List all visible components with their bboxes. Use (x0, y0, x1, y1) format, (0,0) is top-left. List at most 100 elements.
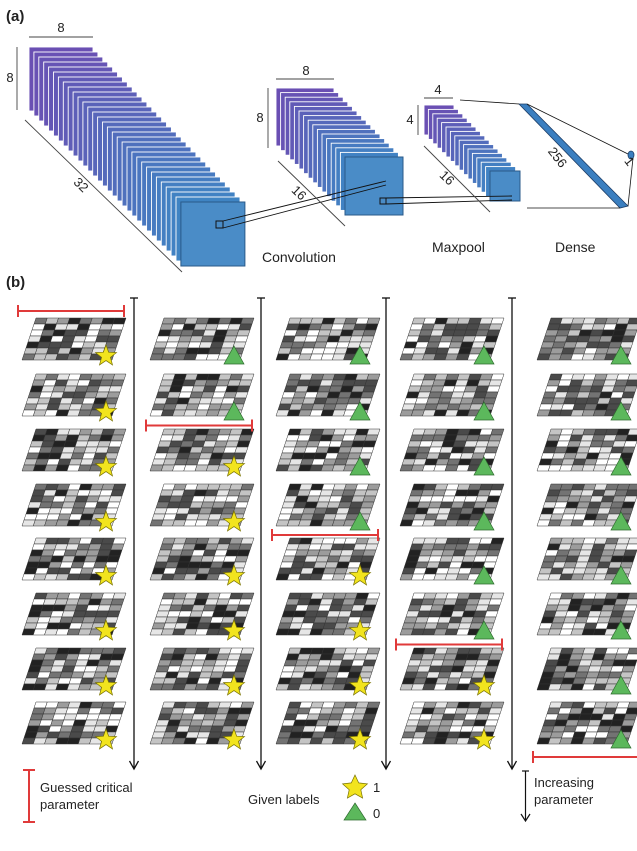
spin-cell (315, 719, 330, 727)
spin-cell (223, 665, 238, 673)
spin-cell (170, 543, 185, 551)
spin-cell (320, 353, 335, 361)
spin-cell (477, 653, 492, 661)
spin-cell (172, 628, 187, 636)
spin-cell (456, 428, 471, 436)
spin-cell (578, 329, 593, 337)
spin-cell (604, 592, 619, 600)
spin-cell (410, 573, 425, 581)
spin-cell (600, 604, 615, 612)
spin-cell (159, 434, 174, 442)
spin-cell (205, 683, 220, 691)
spin-cell (287, 317, 302, 325)
spin-cell (565, 446, 580, 454)
spin-cell (288, 622, 303, 630)
spin-cell (623, 604, 637, 612)
spin-cell (563, 725, 578, 733)
spin-cell (108, 659, 123, 667)
spin-cell (424, 403, 439, 411)
spin-cell (174, 567, 189, 575)
spin-cell (424, 622, 439, 630)
spin-configuration (21, 317, 127, 361)
spin-cell (549, 622, 564, 630)
spin-cell (540, 671, 555, 679)
spin-cell (70, 561, 85, 569)
spin-cell (420, 653, 435, 661)
network-architecture: 8 8 32 8 8 16 4 4 16 256 1 Convolution M… (6, 20, 637, 273)
spin-cell (587, 501, 602, 509)
spin-cell (306, 659, 321, 667)
spin-cell (446, 567, 461, 575)
spin-cell (548, 701, 563, 709)
spin-cell (205, 353, 220, 361)
spin-cell (362, 495, 377, 503)
spin-cell (65, 379, 80, 387)
spin-cell (475, 495, 490, 503)
spin-cell (149, 464, 164, 472)
spin-cell (234, 555, 249, 563)
spin-cell (593, 483, 608, 491)
spin-cell (467, 373, 482, 381)
spin-cell (570, 573, 585, 581)
spin-cell (553, 335, 568, 343)
spin-cell (159, 707, 174, 715)
label-triangle-icon (473, 401, 495, 421)
spin-cell (213, 549, 228, 557)
spin-cell (548, 317, 563, 325)
spin-cell (602, 323, 617, 331)
spin-cell (21, 628, 36, 636)
spin-cell (187, 341, 202, 349)
spin-cell (570, 464, 585, 472)
spin-cell (565, 555, 580, 563)
spin-cell (443, 707, 458, 715)
spin-cell (486, 440, 501, 448)
spin-cell (328, 495, 343, 503)
spin-cell (563, 671, 578, 679)
label-triangle-icon (349, 511, 371, 531)
spin-cell (321, 647, 336, 655)
spin-cell (172, 483, 187, 491)
spin-cell (160, 683, 175, 691)
spin-cell (195, 592, 210, 600)
spin-cell (95, 555, 110, 563)
spin-cell (89, 317, 104, 325)
spin-cell (488, 434, 503, 442)
spin-cell (40, 385, 55, 393)
spin-cell (309, 628, 324, 636)
spin-cell (204, 379, 219, 387)
label-star-icon (94, 618, 118, 641)
spin-cell (44, 409, 59, 417)
spin-cell (448, 507, 463, 515)
spin-cell (70, 507, 85, 515)
spin-cell (420, 379, 435, 387)
spin-cell (149, 683, 164, 691)
spin-cell (366, 647, 381, 655)
spin-cell (343, 647, 358, 655)
label-triangle-icon (610, 675, 632, 695)
spin-cell (602, 543, 617, 551)
spin-cell (610, 555, 625, 563)
spin-cell (225, 713, 240, 721)
spin-cell (202, 549, 217, 557)
spin-cell (614, 379, 629, 387)
spin-cell (475, 440, 490, 448)
spin-cell (412, 622, 427, 630)
spin-cell (207, 513, 222, 521)
spin-cell (360, 610, 375, 618)
spin-cell (72, 610, 87, 618)
spin-cell (151, 567, 166, 575)
spin-cell (625, 543, 637, 551)
spin-cell (227, 653, 242, 661)
spin-cell (277, 622, 292, 630)
spin-cell (484, 555, 499, 563)
spin-cell (463, 659, 478, 667)
spin-configuration (21, 428, 127, 472)
spin-cell (277, 677, 292, 685)
spin-cell (572, 622, 587, 630)
spin-cell (347, 452, 362, 460)
spin-cell (412, 567, 427, 575)
spin-cell (149, 737, 164, 745)
spin-cell (67, 373, 82, 381)
spin-cell (594, 677, 609, 685)
spin-cell (106, 335, 121, 343)
